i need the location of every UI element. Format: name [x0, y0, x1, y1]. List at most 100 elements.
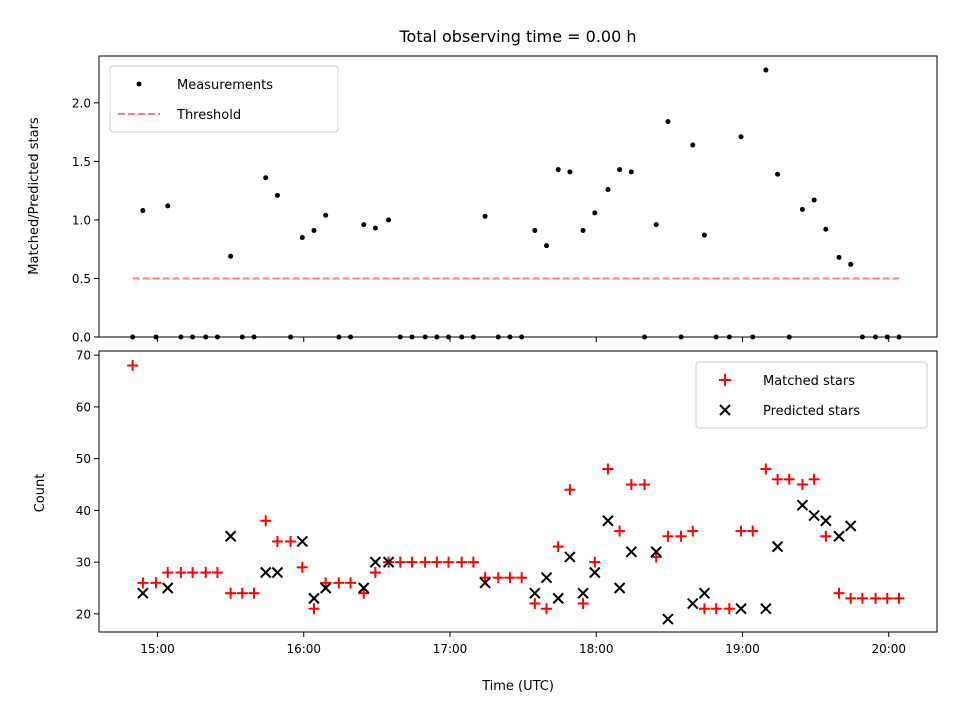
- x-tick-label: 20:00: [871, 642, 906, 656]
- measurement-point: [567, 169, 573, 175]
- bottom-panel: Count Time (UTC) 20 30 40 50 60 70 15:00 16:00…: [33, 349, 938, 694]
- matched-star-point: [150, 577, 162, 589]
- matched-star-point: [369, 566, 381, 578]
- matched-star-point: [308, 603, 320, 615]
- bottom-y-ticks: 20 30 40 50 60 70: [76, 349, 99, 621]
- predicted-star-point: [296, 535, 308, 548]
- measurement-point: [738, 134, 744, 140]
- legend-matched-marker: [719, 374, 731, 386]
- predicted-star-point: [796, 499, 809, 511]
- matched-star-point: [467, 556, 479, 568]
- x-tick-label: 19:00: [725, 642, 760, 656]
- y-tick-label: 40: [76, 504, 91, 518]
- measurement-point: [690, 142, 696, 148]
- measurement-point: [555, 167, 561, 173]
- legend-threshold-label: Threshold: [176, 108, 241, 123]
- matched-star-point: [796, 479, 808, 491]
- matched-star-point: [479, 572, 491, 584]
- predicted-star-point: [369, 556, 382, 568]
- top-axes-frame: [98, 55, 938, 338]
- predicted-star-point: [808, 509, 820, 522]
- legend-predicted-label: Predicted stars: [763, 404, 860, 419]
- matched-star-point: [320, 577, 332, 589]
- bottom-y-axis-label: Count: [33, 474, 48, 513]
- matched-star-point: [394, 556, 406, 568]
- predicted-star-point: [529, 587, 541, 599]
- matched-star-point: [358, 587, 370, 599]
- y-tick-label: 2.0: [72, 96, 91, 110]
- y-tick-label: 50: [76, 452, 91, 466]
- matched-star-point: [602, 463, 614, 475]
- predicted-star-point: [224, 530, 237, 542]
- x-tick-label: 15:00: [140, 642, 175, 656]
- matched-star-point: [675, 530, 687, 542]
- matched-star-point: [845, 592, 857, 604]
- measurement-point: [580, 227, 586, 233]
- predicted-star-point: [602, 515, 614, 527]
- matched-star-point: [723, 603, 735, 615]
- matched-star-point: [419, 556, 431, 568]
- measurement-point: [165, 203, 171, 209]
- y-tick-label: 20: [76, 607, 91, 621]
- matched-star-point: [564, 484, 576, 496]
- matched-star-point: [137, 577, 149, 589]
- matched-star-point: [625, 479, 637, 491]
- predicted-star-point: [662, 613, 674, 625]
- predicted-star-point: [613, 582, 626, 594]
- legend-predicted-marker: [719, 404, 731, 416]
- measurement-point: [372, 225, 378, 231]
- matched-star-point: [187, 566, 199, 578]
- matched-star-point: [552, 541, 564, 553]
- matched-star-point: [211, 566, 223, 578]
- matched-star-point: [820, 530, 832, 542]
- matched-star-point: [650, 551, 662, 563]
- matched-star-point: [200, 566, 212, 578]
- predicted-star-point: [382, 556, 395, 568]
- matched-star-point: [127, 359, 139, 371]
- matched-star-point: [710, 603, 722, 615]
- matched-star-point: [614, 525, 626, 537]
- predicted-star-point: [845, 520, 857, 532]
- y-tick-label: 30: [76, 556, 91, 570]
- matched-star-point: [783, 473, 795, 485]
- matched-star-point: [175, 566, 187, 578]
- matched-star-point: [248, 587, 260, 599]
- measurement-point: [775, 171, 781, 177]
- matched-star-point: [504, 572, 516, 584]
- y-tick-label: 70: [76, 349, 91, 363]
- predicted-star-point: [820, 515, 832, 527]
- measurement-point: [140, 208, 146, 214]
- matched-star-point: [772, 473, 784, 485]
- predicted-star-point: [735, 603, 747, 615]
- matched-star-point: [456, 556, 468, 568]
- predicted-star-point: [625, 546, 638, 558]
- measurement-point: [311, 227, 317, 233]
- predicted-star-point: [479, 577, 491, 589]
- bottom-axes-frame: [98, 350, 938, 633]
- measurement-point: [628, 169, 634, 175]
- measurement-point: [605, 186, 611, 192]
- matched-star-point: [236, 587, 248, 599]
- legend-measurements-label: Measurements: [177, 78, 273, 93]
- measurement-point: [361, 222, 367, 228]
- y-tick-label: 1.0: [72, 213, 91, 227]
- x-tick-label: 16:00: [286, 642, 321, 656]
- measurement-point: [532, 227, 538, 233]
- matched-star-point: [698, 603, 710, 615]
- predicted-star-point: [540, 571, 553, 584]
- matched-star-point: [662, 530, 674, 542]
- matched-star-point: [345, 577, 357, 589]
- measurement-point: [544, 243, 550, 249]
- measurement-point: [848, 261, 854, 267]
- y-tick-label: 0.0: [72, 331, 91, 345]
- top-legend: Measurements Threshold: [109, 65, 339, 133]
- matched-star-point: [443, 556, 455, 568]
- top-x-ticks: [156, 337, 890, 342]
- bottom-legend-box: [695, 361, 928, 429]
- matched-star-point: [260, 515, 272, 527]
- measurement-point: [274, 192, 280, 198]
- matched-star-point: [870, 592, 882, 604]
- measurement-point: [799, 206, 805, 212]
- measurement-point: [386, 217, 392, 223]
